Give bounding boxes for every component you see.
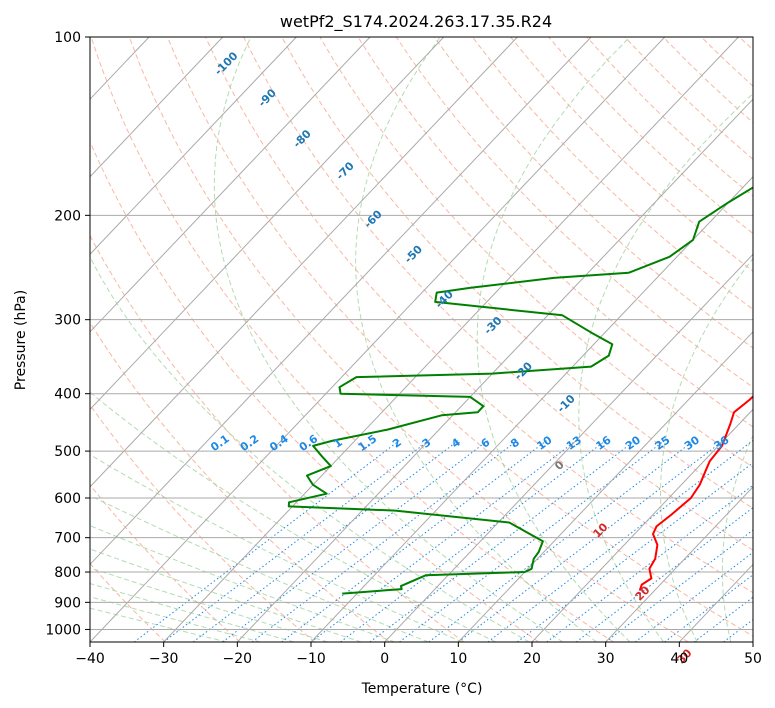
y-tick-label: 400 xyxy=(54,387,81,403)
isotherm-line xyxy=(457,331,753,642)
background-lines-layer xyxy=(90,37,753,642)
x-tick-label: −10 xyxy=(296,651,326,667)
mixing-ratio-line xyxy=(428,440,695,642)
isotherm-line xyxy=(605,486,753,642)
y-tick-label: 900 xyxy=(54,595,81,611)
dry-adiabat-line xyxy=(395,37,753,388)
y-tick-label: 200 xyxy=(54,208,81,224)
y-tick-label: 700 xyxy=(54,531,81,547)
dry-adiabat-line xyxy=(472,37,753,310)
isotherm-line xyxy=(310,176,753,642)
x-tick-label: −30 xyxy=(149,651,179,667)
x-tick-label: 0 xyxy=(380,651,389,667)
x-tick-label: 10 xyxy=(449,651,467,667)
dry-adiabat-line xyxy=(205,37,753,594)
dry-adiabat-line xyxy=(90,321,390,642)
y-tick-label: 600 xyxy=(54,491,81,507)
mixing-ratio-line xyxy=(458,440,724,642)
mixing-ratio-line xyxy=(310,440,577,642)
x-axis-label: Temperature (°C) xyxy=(361,681,483,697)
y-tick-label: 1000 xyxy=(45,622,81,638)
temperature-profile-line xyxy=(638,395,753,591)
mixing-ratio-line xyxy=(487,440,753,642)
isotherm-line xyxy=(384,253,753,642)
y-tick-label: 800 xyxy=(54,565,81,581)
moist-adiabat-line xyxy=(90,596,261,642)
mixing-ratio-line xyxy=(163,440,429,642)
isotherm-line xyxy=(531,408,753,642)
mixing-ratio-line xyxy=(192,440,459,642)
isotherm-line xyxy=(90,37,224,178)
moist-adiabat-line xyxy=(213,37,564,642)
dry-adiabat-line xyxy=(128,37,689,642)
x-tick-label: 30 xyxy=(597,651,615,667)
moist-adiabat-line xyxy=(90,454,463,642)
mixing-ratio-line xyxy=(399,440,665,642)
series-layer xyxy=(287,186,753,595)
x-tick-label: −20 xyxy=(223,651,253,667)
dry-adiabat-line xyxy=(319,37,753,468)
dewpoint-profile-line xyxy=(287,186,753,595)
moist-adiabat-line xyxy=(659,257,753,642)
mixing-ratio-line xyxy=(281,440,547,642)
x-tick-label: −40 xyxy=(75,651,105,667)
dry-adiabat-line xyxy=(90,234,465,642)
isotherm-line xyxy=(90,37,445,411)
x-tick-label: 50 xyxy=(744,651,762,667)
mixing-ratio-line xyxy=(133,440,400,642)
moist-adiabat-line xyxy=(90,583,295,642)
moist-adiabat-line xyxy=(721,434,753,642)
moist-adiabat-line xyxy=(90,495,429,642)
dry-adiabat-line xyxy=(90,404,316,642)
dry-adiabat-line xyxy=(90,37,614,642)
dry-adiabat-line xyxy=(90,140,540,642)
mixing-ratio-line xyxy=(516,462,753,642)
moist-adiabat-line xyxy=(90,391,496,642)
mixing-ratio-line xyxy=(340,440,606,642)
x-tick-label: 40 xyxy=(670,651,688,667)
moist-adiabat-line xyxy=(90,525,395,642)
grid-layer xyxy=(90,37,753,642)
mixing-ratio-line xyxy=(222,440,488,642)
isotherm-line xyxy=(163,37,739,642)
isotherm-line xyxy=(90,37,297,256)
moist-adiabat-line xyxy=(578,93,753,642)
dry-adiabat-line xyxy=(281,37,753,509)
mixing-ratio-line xyxy=(251,440,518,642)
isotherm-line xyxy=(90,37,518,488)
axes-layer: −40 −30 −20 −10 0 10 20 30 40 50 100 200 300 400 500 60… xyxy=(45,30,762,667)
moist-adiabat-line xyxy=(355,37,597,642)
isotherm-line xyxy=(90,37,592,566)
y-axis-label: Pressure (hPa) xyxy=(13,290,29,390)
mixing-ratio-line xyxy=(369,440,636,642)
isotherm-line xyxy=(236,98,753,642)
plot-frame xyxy=(89,36,754,643)
chart-title: wetPf2_S174.2024.263.17.35.R24 xyxy=(280,12,552,32)
y-tick-label: 500 xyxy=(54,444,81,460)
dry-adiabat-line xyxy=(243,37,753,551)
dry-adiabat-line xyxy=(166,37,753,637)
moist-adiabat-line xyxy=(90,255,530,642)
moist-adiabat-line xyxy=(476,37,631,642)
y-tick-label: 300 xyxy=(54,313,81,329)
x-tick-label: 20 xyxy=(523,651,541,667)
isotherm-line xyxy=(90,37,666,642)
isotherm-line xyxy=(90,37,371,333)
dry-adiabat-line xyxy=(90,562,166,642)
y-tick-label: 100 xyxy=(54,30,81,46)
